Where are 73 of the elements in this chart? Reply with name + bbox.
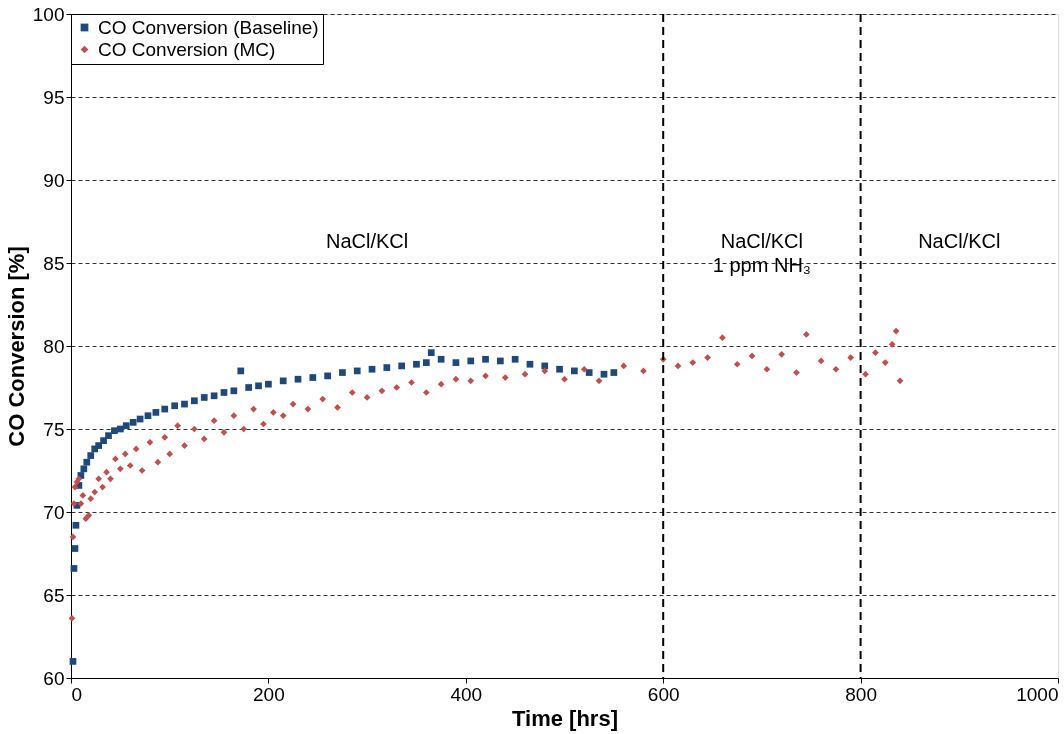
point: [100, 437, 107, 444]
x-tick-label: 400: [450, 683, 483, 705]
x-tick-label: 1000: [1016, 683, 1059, 705]
point: [210, 392, 218, 400]
y-tick-label: 60: [43, 667, 65, 689]
point: [70, 565, 78, 572]
point: [413, 360, 420, 368]
y-tick-label: 70: [43, 501, 65, 523]
point: [237, 367, 245, 375]
point: [294, 375, 302, 383]
annotation: NaCl/KCl: [325, 230, 409, 252]
annotation: NaCl/KCl 1 ppm NH₃: [712, 230, 811, 276]
point: [181, 400, 188, 408]
point: [422, 359, 430, 366]
point: [585, 369, 593, 376]
point: [496, 357, 504, 365]
point: [309, 374, 317, 381]
point: [152, 409, 160, 416]
point: [279, 377, 287, 385]
x-tick-label: 600: [647, 683, 680, 705]
point: [129, 419, 137, 426]
point: [200, 394, 208, 401]
point: [69, 658, 77, 665]
point: [161, 405, 169, 413]
y-tick-label: 75: [43, 418, 65, 440]
point: [87, 452, 95, 459]
point: [72, 521, 80, 529]
point: [467, 357, 475, 365]
point: [324, 372, 331, 380]
point: [230, 387, 238, 395]
point: [105, 432, 112, 439]
y-axis-title: CO Conversion [%]: [3, 246, 29, 447]
point: [191, 397, 198, 405]
point: [122, 422, 130, 430]
point: [398, 362, 405, 370]
legend-label: CO Conversion (MC): [98, 38, 276, 60]
point: [245, 384, 253, 391]
point: [71, 545, 79, 552]
point: [171, 402, 178, 410]
point: [339, 369, 346, 376]
y-tick-label: 90: [43, 169, 65, 191]
point: [452, 359, 460, 366]
point: [610, 369, 618, 376]
x-axis-title: Time [hrs]: [512, 705, 618, 731]
point: [383, 364, 391, 371]
point: [511, 355, 519, 363]
y-tick-label: 65: [43, 584, 65, 606]
point: [144, 412, 152, 420]
x-tick-label: 0: [71, 683, 83, 705]
point: [265, 380, 272, 388]
point: [526, 360, 534, 368]
y-tick-label: 100: [32, 3, 65, 25]
point: [368, 365, 376, 373]
point: [255, 382, 262, 390]
y-tick-label: 95: [43, 86, 65, 108]
point: [427, 349, 435, 356]
x-tick-label: 200: [253, 683, 285, 705]
point: [95, 442, 102, 449]
point: [111, 427, 118, 435]
point: [482, 355, 489, 363]
point: [83, 458, 91, 466]
y-tick-label: 85: [43, 252, 65, 274]
legend-label: CO Conversion (Baseline): [98, 16, 319, 38]
point: [437, 355, 445, 363]
point: [353, 367, 361, 375]
point: [600, 370, 608, 378]
point: [556, 365, 563, 373]
point: [571, 367, 578, 375]
x-tick-label: 800: [845, 683, 877, 705]
point: [80, 465, 88, 473]
annotation: NaCl/KCl: [918, 230, 1001, 252]
point: [220, 389, 228, 396]
y-tick-label: 80: [43, 335, 65, 357]
